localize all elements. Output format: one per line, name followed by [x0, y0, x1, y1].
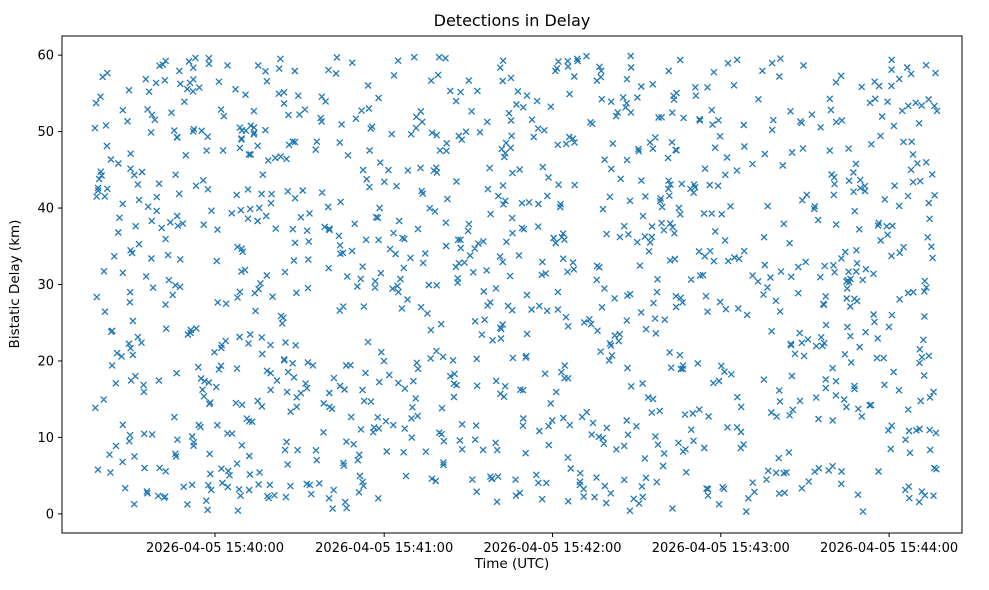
x-tick-label: 2026-04-05 15:40:00 — [146, 541, 284, 556]
y-tick-label: 50 — [37, 125, 54, 140]
x-tick-label: 2026-04-05 15:43:00 — [652, 541, 790, 556]
y-axis-label: Bistatic Delay (km) — [7, 219, 23, 349]
x-tick-label: 2026-04-05 15:41:00 — [315, 541, 453, 556]
y-tick-label: 40 — [37, 202, 54, 217]
x-tick-label: 2026-04-05 15:44:00 — [820, 541, 958, 556]
y-tick-label: 10 — [37, 431, 54, 446]
y-tick-label: 0 — [46, 507, 54, 522]
chart-title: Detections in Delay — [433, 11, 591, 30]
scatter-points — [91, 52, 941, 516]
x-tick-label: 2026-04-05 15:42:00 — [483, 541, 621, 556]
y-tick-label: 20 — [37, 354, 54, 369]
x-axis-label: Time (UTC) — [474, 556, 550, 572]
y-tick-label: 30 — [37, 278, 54, 293]
y-tick-label: 60 — [37, 49, 54, 64]
